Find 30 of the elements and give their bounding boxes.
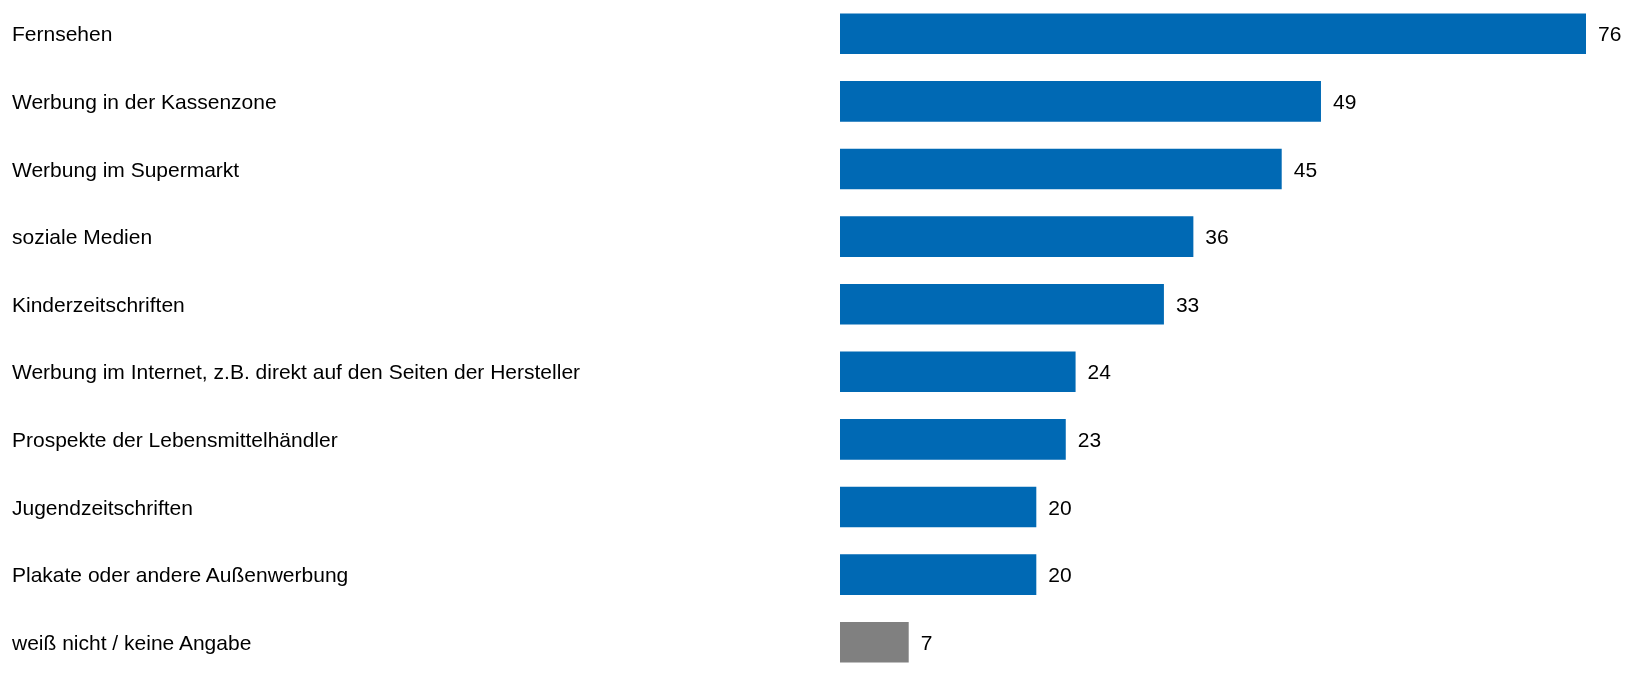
y-tick-label: weiß nicht / keine Angabe [11,630,252,654]
bar [840,13,1586,55]
bar [840,81,1321,122]
bar [840,419,1066,460]
bar [840,148,1282,190]
data-label: 76 [1598,22,1622,46]
bar [840,486,1037,528]
y-tick-label: Werbung im Internet, z.B. direkt auf den Seiten der Hersteller [12,360,581,384]
data-label: 20 [1048,495,1072,519]
bar [840,621,909,663]
bar [840,351,1076,393]
data-label: 24 [1087,360,1112,384]
y-tick-label: Werbung im Supermarkt [12,157,240,181]
data-label: 36 [1205,225,1229,249]
bar [840,554,1037,595]
data-label: 33 [1175,292,1200,316]
bar [840,216,1194,257]
y-tick-label: Kinderzeitschriften [12,292,185,316]
y-tick-label: Fernsehen [12,22,113,46]
data-label: 7 [920,630,933,654]
data-label: 23 [1077,427,1102,451]
y-tick-label: Jugendzeitschriften [12,495,193,519]
y-tick-label: soziale Medien [12,225,153,249]
data-label: 49 [1332,89,1357,113]
bar [840,283,1164,325]
y-tick-label: Plakate oder andere Außenwerbung [12,563,349,587]
data-label: 45 [1293,157,1318,181]
y-tick-label: Werbung in der Kassenzone [12,89,277,113]
data-label: 20 [1048,563,1072,587]
y-tick-label: Prospekte der Lebensmittelhändler [12,427,338,451]
